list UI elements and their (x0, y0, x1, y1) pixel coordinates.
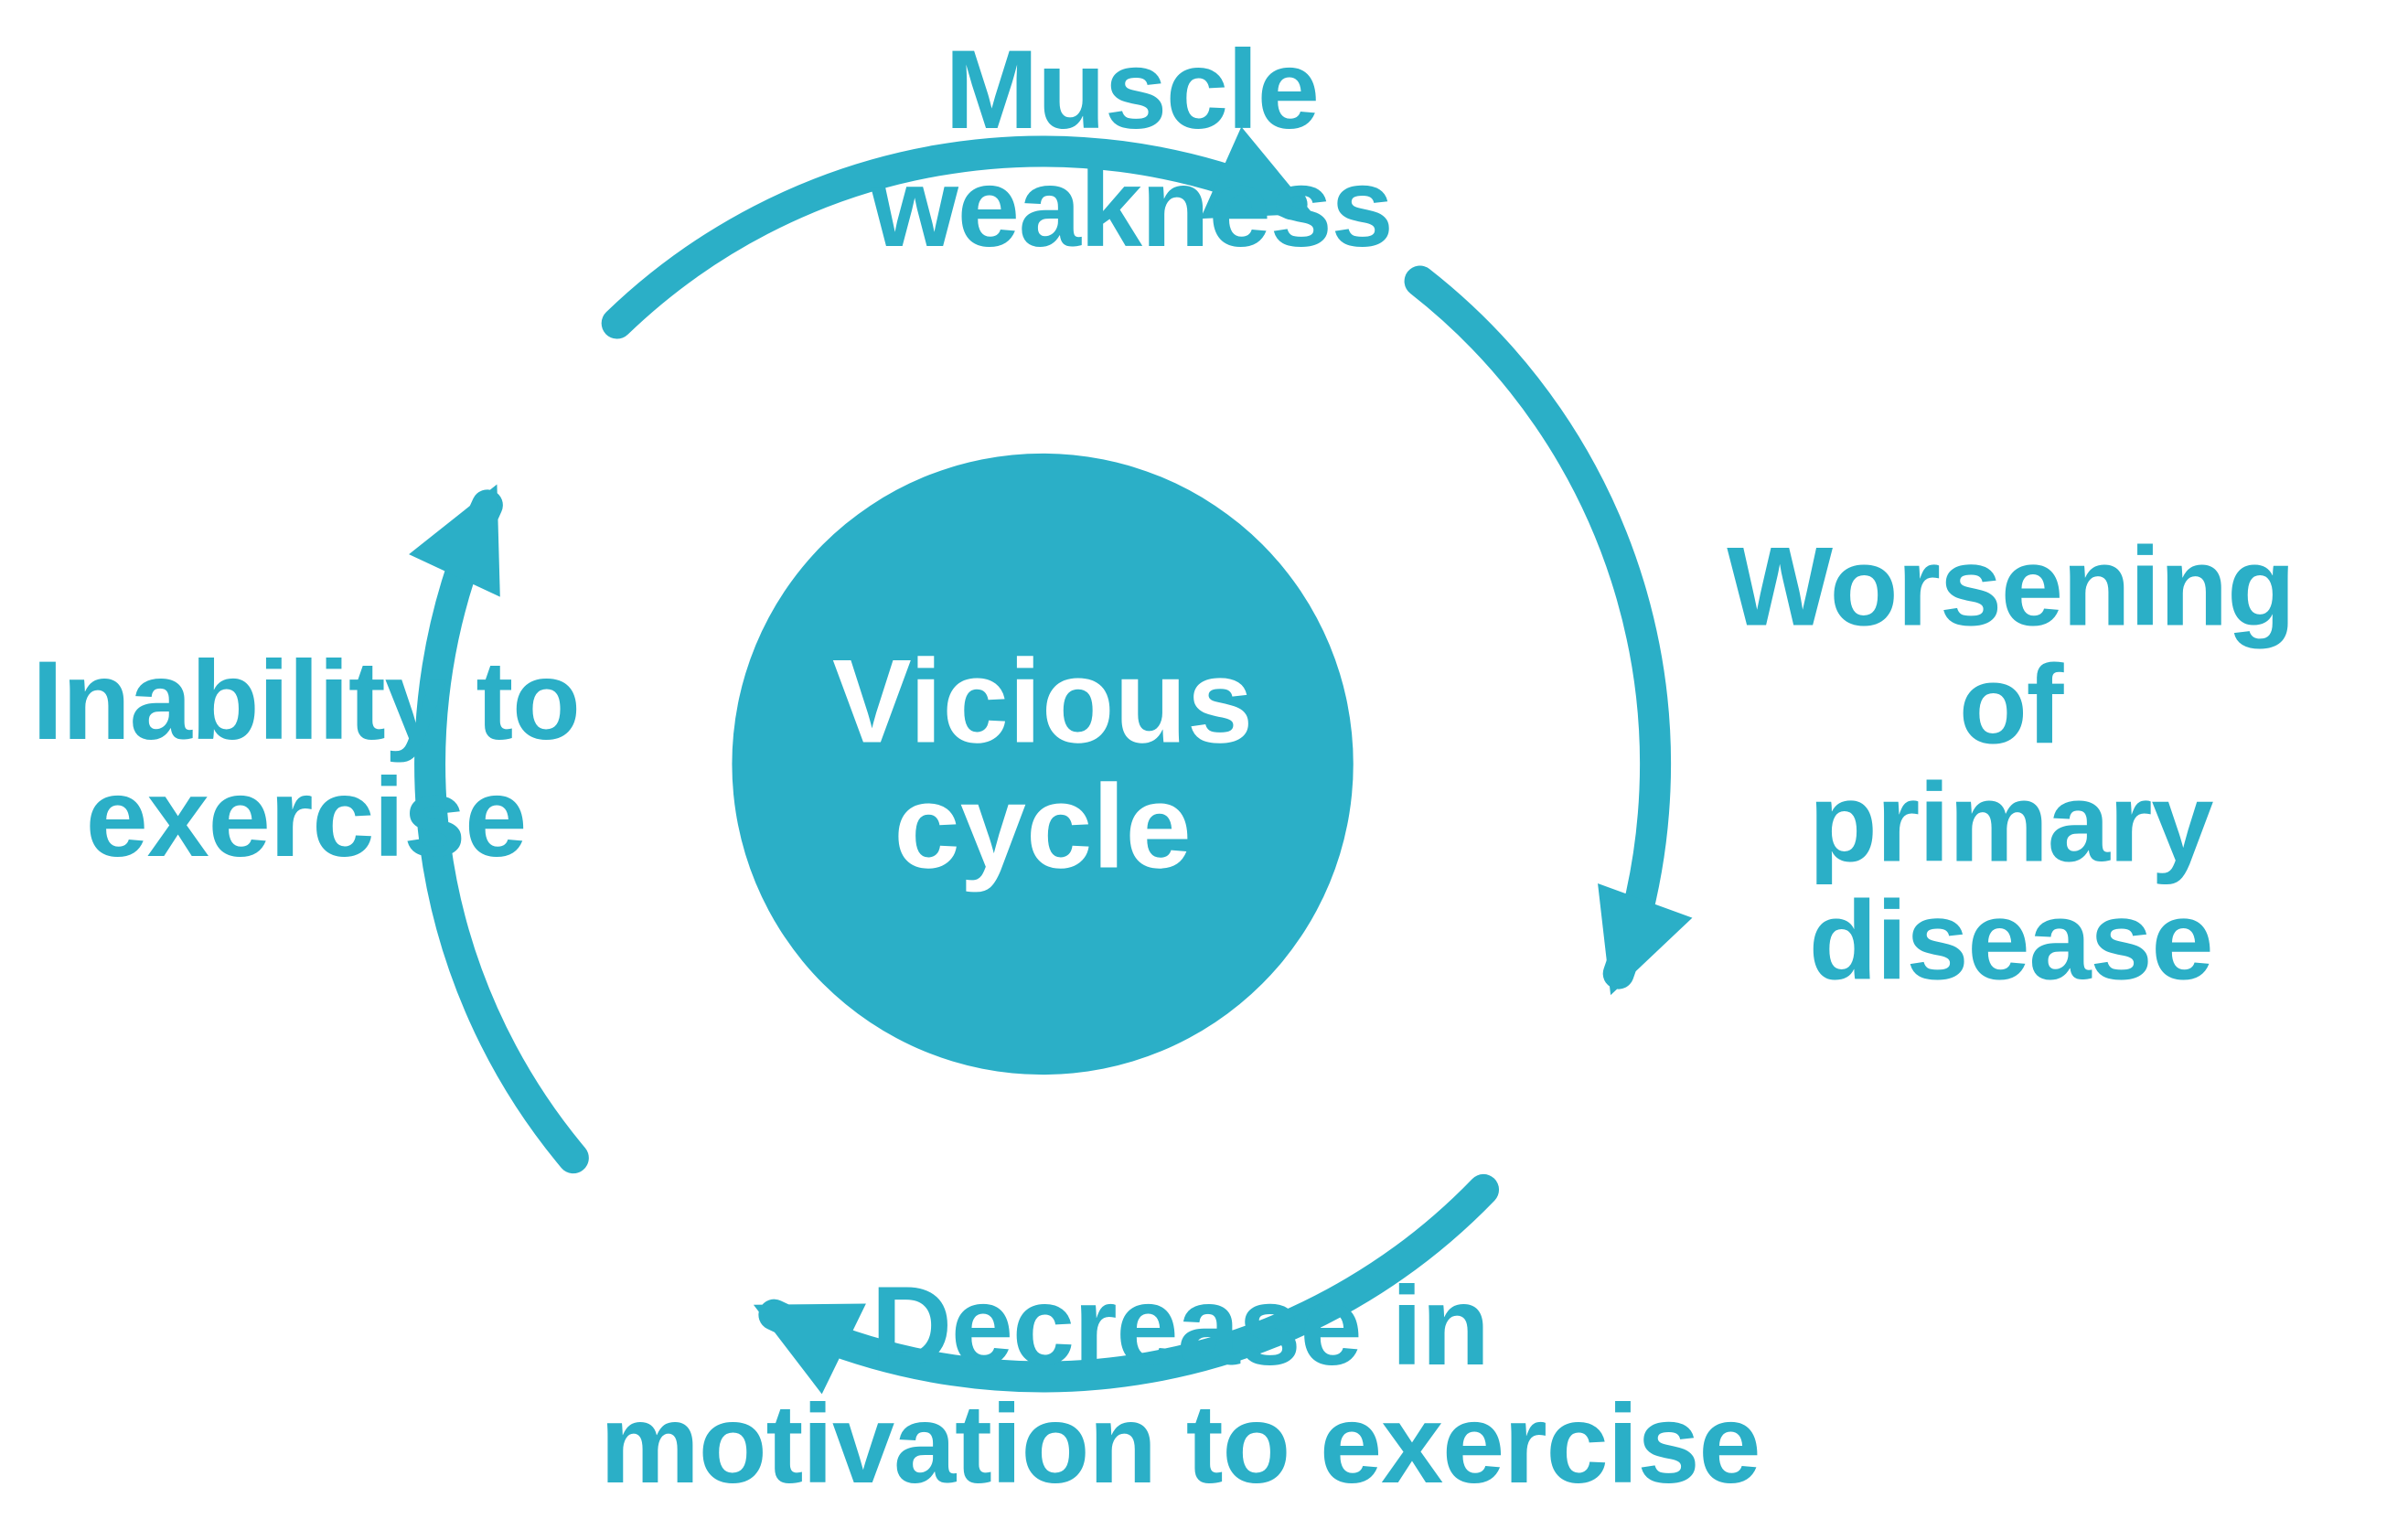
node-bottom: Decrease in motivation to exercise (600, 1268, 1760, 1503)
node-left: Inability to exercise (32, 642, 580, 878)
node-top: Muscle weakness (872, 31, 1393, 267)
cycle-arrow-0 (1420, 282, 1656, 974)
center-label: Vicious cycle (832, 639, 1253, 889)
node-right: Worsening of primary disease (1727, 529, 2295, 1000)
cycle-diagram: Vicious cycle Muscle weakness Worsening … (0, 0, 2408, 1519)
